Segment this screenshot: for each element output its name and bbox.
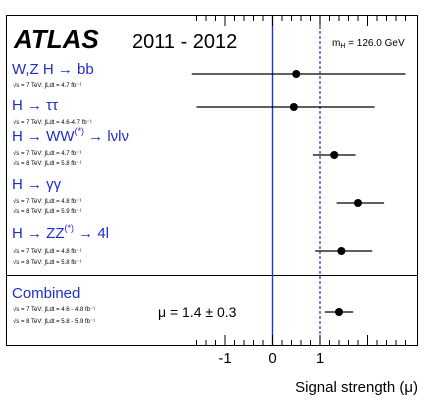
combined-central-value	[335, 308, 343, 316]
channel-3-central-value	[354, 199, 362, 207]
combined-result-text: μ = 1.4 ± 0.3	[158, 304, 237, 320]
lumi-gammagamma-7tev: √s = 7 TeV: ∫Ldt = 4.8 fb⁻¹	[13, 198, 81, 205]
plot-frame	[6, 15, 418, 346]
x-axis: -1 0 1	[196, 16, 406, 367]
mass-label-value: = 126.0 GeV	[345, 38, 405, 49]
lumi-ww-7tev: √s = 7 TeV: ∫Ldt = 4.7 fb⁻¹	[13, 150, 81, 157]
channel-labels: W,Z H → bb H → ττ H → WW(*) → lνlν H → γ…	[12, 61, 129, 302]
channel-label-ww-main: H → WW	[12, 128, 75, 145]
lumi-tautau-7tev: √s = 7 TeV: ∫Ldt = 4.6-4.7 fb⁻¹	[13, 119, 92, 126]
lumi-zz-8tev: √s = 8 TeV: ∫Ldt = 5.8 fb⁻¹	[13, 259, 81, 266]
lumi-combined-7tev: √s = 7 TeV: ∫Ldt = 4.6 - 4.8 fb⁻¹	[13, 306, 95, 313]
channel-label-ww: H → WW(*) → lνlν	[12, 126, 129, 145]
channel-0-central-value	[292, 70, 301, 78]
channel-label-ww-tail: → lνlν	[84, 128, 129, 145]
mass-label: mH = 126.0 GeV	[332, 38, 405, 50]
channel-1-central-value	[289, 103, 298, 111]
channel-label-ww-sup: (*)	[74, 126, 84, 136]
lumi-gammagamma-8tev: √s = 8 TeV: ∫Ldt = 5.9 fb⁻¹	[13, 208, 81, 215]
x-tick-label-0: 0	[268, 350, 276, 367]
lumi-zz-7tev: √s = 7 TeV: ∫Ldt = 4.8 fb⁻¹	[13, 248, 81, 255]
channel-label-gammagamma: H → γγ	[12, 176, 62, 193]
mass-label-sub: H	[340, 43, 345, 50]
channel-label-vhbb: W,Z H → bb	[12, 61, 94, 78]
experiment-label: ATLAS	[13, 24, 99, 54]
channel-label-zz-sup: (*)	[65, 223, 75, 233]
channel-label-zz-tail: → 4l	[74, 225, 109, 242]
channel-label-zz-main: H → ZZ	[12, 225, 65, 242]
lumi-ww-8tev: √s = 8 TeV: ∫Ldt = 5.8 fb⁻¹	[13, 160, 81, 167]
combined-label: Combined	[12, 285, 80, 302]
x-tick-label--1: -1	[218, 350, 231, 367]
luminosity-notes: √s = 7 TeV: ∫Ldt = 4.7 fb⁻¹ √s = 7 TeV: …	[13, 82, 95, 325]
mass-label-main: m	[332, 38, 340, 49]
channel-4-central-value	[337, 247, 346, 255]
channel-label-tautau: H → ττ	[12, 97, 58, 114]
channel-label-zz: H → ZZ(*) → 4l	[12, 223, 109, 242]
years-label: 2011 - 2012	[132, 31, 237, 53]
data-marks	[191, 70, 406, 316]
x-tick-label-1: 1	[316, 350, 324, 367]
lumi-vhbb-7tev: √s = 7 TeV: ∫Ldt = 4.7 fb⁻¹	[13, 82, 81, 89]
x-axis-title: Signal strength (μ)	[295, 379, 418, 396]
lumi-combined-8tev: √s = 8 TeV: ∫Ldt = 5.8 - 5.9 fb⁻¹	[13, 318, 95, 325]
channel-2-central-value	[330, 151, 339, 159]
